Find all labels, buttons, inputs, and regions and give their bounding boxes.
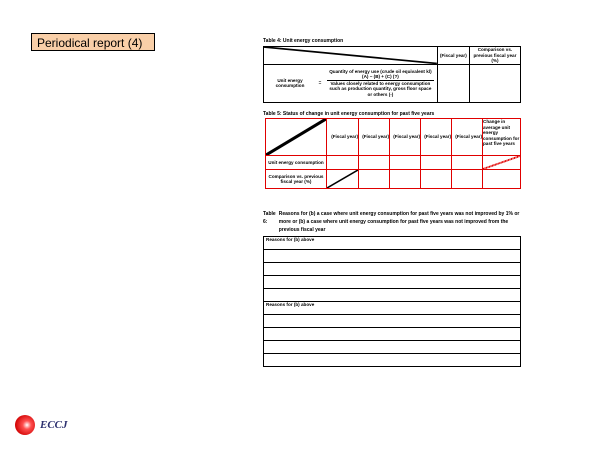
numerator: Quantity of energy use (crude oil equiva… bbox=[329, 68, 432, 74]
table6: Reasons for (b) above Reasons for (b) ab… bbox=[263, 236, 521, 367]
cell[interactable] bbox=[358, 169, 390, 189]
denominator: Values closely related to energy consump… bbox=[329, 80, 432, 97]
fiscal-year-header: (Fiscal year) bbox=[420, 118, 452, 156]
table4: (Fiscal year) Comparison vs. previous fi… bbox=[263, 46, 522, 103]
slide-title: Periodical report (4) bbox=[31, 33, 155, 51]
cell[interactable] bbox=[326, 155, 359, 170]
reason-row[interactable] bbox=[263, 327, 521, 341]
change-cell[interactable] bbox=[482, 155, 521, 170]
row-label: Unit energy consumption bbox=[263, 63, 316, 103]
fiscal-year-header: (Fiscal year) bbox=[389, 118, 421, 156]
eccj-logo: ECCJ bbox=[14, 414, 68, 436]
cell[interactable] bbox=[389, 155, 421, 170]
table4-caption: Table 4: Unit energy consumption bbox=[263, 38, 344, 44]
logo-text: ECCJ bbox=[40, 419, 68, 431]
cell[interactable] bbox=[358, 155, 390, 170]
cell[interactable] bbox=[451, 169, 483, 189]
fiscal-value[interactable] bbox=[436, 63, 470, 103]
table5-caption: Table 5: Status of change in unit energy… bbox=[263, 111, 435, 117]
col-comparison: Comparison vs. previous fiscal year (%) bbox=[468, 46, 522, 65]
fiscal-year-header: (Fiscal year) bbox=[451, 118, 483, 156]
reason-row[interactable] bbox=[263, 288, 521, 302]
reason-row[interactable] bbox=[263, 262, 521, 276]
cell[interactable] bbox=[451, 155, 483, 170]
diagonal-cell bbox=[263, 46, 438, 65]
fiscal-year-header: (Fiscal year) bbox=[358, 118, 390, 156]
caption-label: Table 6: bbox=[263, 211, 276, 225]
cell[interactable] bbox=[420, 155, 452, 170]
section-label: Reasons for (b) above bbox=[263, 301, 521, 315]
row-unit-energy: Unit energy consumption bbox=[265, 155, 327, 170]
cell[interactable] bbox=[389, 169, 421, 189]
cell[interactable] bbox=[420, 169, 452, 189]
section-label: Reasons for (b) above bbox=[263, 236, 521, 250]
comparison-value[interactable] bbox=[468, 63, 522, 103]
logo-sun-icon bbox=[15, 415, 35, 435]
equals-sign: = bbox=[316, 63, 324, 103]
col-fiscal-year: (Fiscal year) bbox=[436, 46, 470, 65]
formula: (A) − (B) + (C) (?) bbox=[327, 74, 434, 81]
fiscal-year-header: (Fiscal year) bbox=[326, 118, 359, 156]
table5: (Fiscal year) (Fiscal year) (Fiscal year… bbox=[265, 118, 521, 189]
caption-text: Reasons for (b) a case where unit energy… bbox=[278, 211, 520, 233]
reason-row[interactable] bbox=[263, 314, 521, 328]
change-header: Change in average unit energy consumptio… bbox=[482, 118, 521, 156]
diagonal-cell bbox=[265, 118, 327, 156]
reason-row[interactable] bbox=[263, 340, 521, 354]
diagonal-cell bbox=[326, 169, 359, 189]
table6-caption: Table 6: Reasons for (b) a case where un… bbox=[263, 210, 525, 234]
row-comparison: Comparison vs. previous fiscal year (%) bbox=[265, 169, 327, 189]
cell[interactable] bbox=[482, 169, 521, 189]
reason-row[interactable] bbox=[263, 249, 521, 263]
reason-row[interactable] bbox=[263, 353, 521, 367]
reason-row[interactable] bbox=[263, 275, 521, 289]
